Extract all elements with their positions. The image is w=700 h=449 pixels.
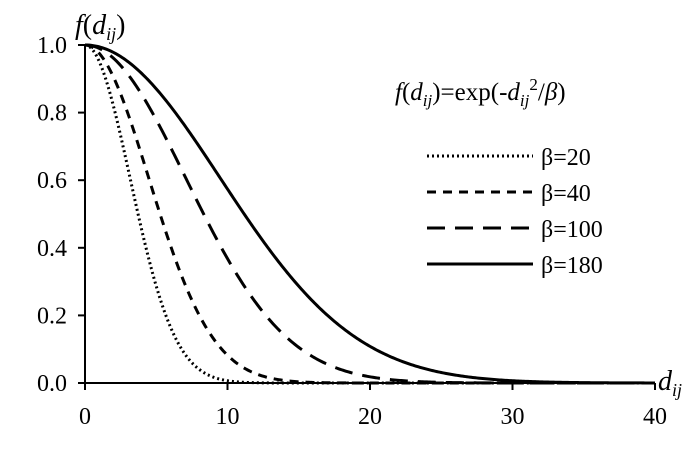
y-axis-label: f(dij) bbox=[75, 10, 125, 44]
x-tick-label: 10 bbox=[216, 404, 240, 430]
x-tick-label: 0 bbox=[79, 404, 91, 430]
series-line-beta-40 bbox=[84, 43, 655, 385]
y-tick-label: 1.0 bbox=[37, 33, 67, 59]
y-tick-label: 0.4 bbox=[37, 236, 67, 262]
legend-label-beta-100: β=100 bbox=[541, 217, 603, 243]
y-tick-label: 0.8 bbox=[37, 101, 67, 127]
x-ticks: 0 10 20 30 40 bbox=[79, 383, 667, 430]
series-line-beta-100 bbox=[84, 43, 655, 385]
x-tick-label: 40 bbox=[643, 404, 667, 430]
formula-annotation: f(dij)=exp(-dij2/β) bbox=[395, 75, 566, 110]
y-tick-label: 0.6 bbox=[37, 168, 67, 194]
legend-label-beta-40: β=40 bbox=[541, 181, 591, 207]
x-axis-label: dij bbox=[658, 366, 682, 400]
legend-label-beta-20: β=20 bbox=[541, 145, 591, 171]
legend-label-beta-180: β=180 bbox=[541, 253, 603, 279]
y-ticks: 0.0 0.2 0.4 0.6 0.8 1.0 bbox=[37, 33, 85, 397]
x-tick-label: 30 bbox=[501, 404, 525, 430]
legend: β=20 β=40 β=100 β=180 bbox=[427, 145, 603, 279]
series-line-beta-180 bbox=[84, 43, 655, 385]
x-tick-label: 20 bbox=[358, 404, 382, 430]
series-line-beta-20 bbox=[84, 43, 655, 385]
y-tick-label: 0.2 bbox=[37, 303, 67, 329]
curves bbox=[84, 43, 655, 385]
y-tick-label: 0.0 bbox=[37, 371, 67, 397]
